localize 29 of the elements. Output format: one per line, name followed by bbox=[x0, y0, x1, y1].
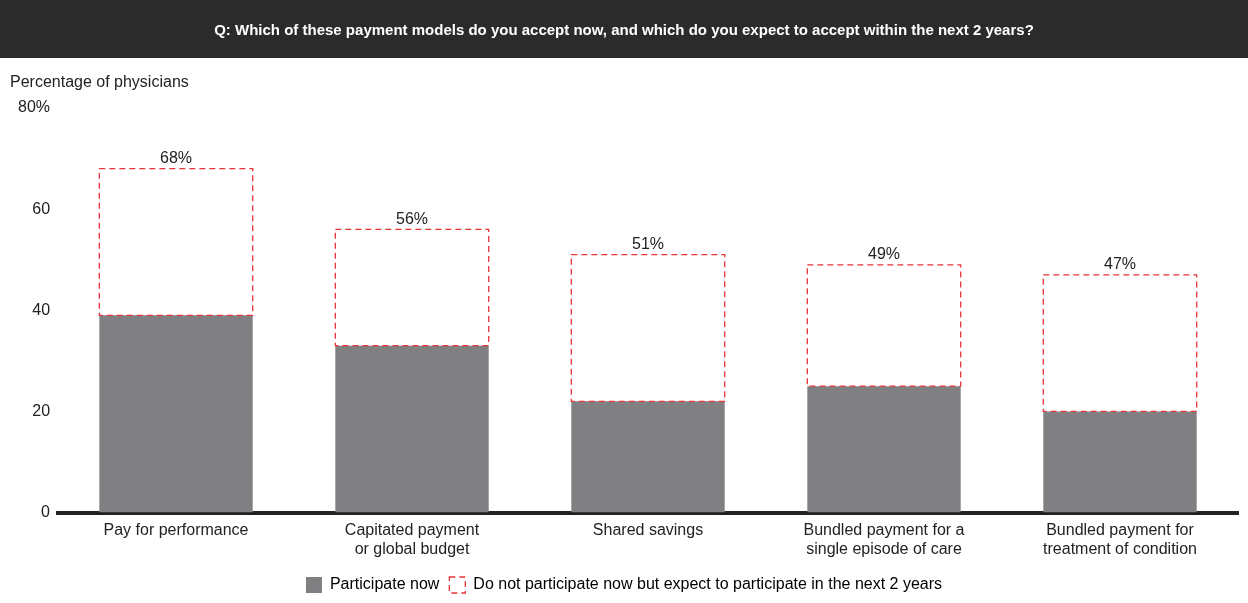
y-tick-label: 80% bbox=[17, 98, 51, 116]
bar bbox=[807, 386, 961, 513]
bar bbox=[99, 315, 253, 513]
y-tick-label: 0 bbox=[41, 503, 51, 521]
y-tick-label: 60 bbox=[32, 199, 51, 217]
bar bbox=[1042, 274, 1198, 413]
total-label: 51% bbox=[632, 235, 665, 253]
bar bbox=[335, 345, 489, 513]
x-tick-label: Capitated payment or global budget bbox=[344, 520, 480, 557]
y-tick-label: 20 bbox=[32, 401, 51, 419]
total-label: 49% bbox=[867, 245, 901, 263]
legend-label: Participate now bbox=[329, 575, 440, 593]
bar bbox=[570, 254, 726, 402]
bar bbox=[806, 264, 962, 387]
bar bbox=[334, 228, 490, 347]
x-tick-label: Bundled payment for treatment of condition bbox=[1043, 520, 1197, 557]
y-axis-title: Percentage of physicians bbox=[10, 73, 189, 91]
x-tick-label: Bundled payment for a single episode of care bbox=[803, 520, 965, 557]
bar bbox=[571, 401, 725, 513]
legend-label: Do not participate now but expect to participate in the next 2 years bbox=[473, 575, 943, 593]
total-label: 68% bbox=[160, 149, 193, 167]
total-label: 47% bbox=[1103, 255, 1137, 273]
total-label: 56% bbox=[396, 209, 429, 227]
chart-title: Q: Which of these payment models do you accept now, and which do you expect to accept within the next 2 years? bbox=[0, 0, 1248, 58]
x-tick-label: Shared savings bbox=[592, 520, 704, 538]
bar bbox=[98, 168, 254, 317]
y-tick-label: 40 bbox=[32, 300, 51, 318]
x-tick-label: Pay for performance bbox=[103, 520, 249, 538]
bar bbox=[1043, 411, 1197, 513]
